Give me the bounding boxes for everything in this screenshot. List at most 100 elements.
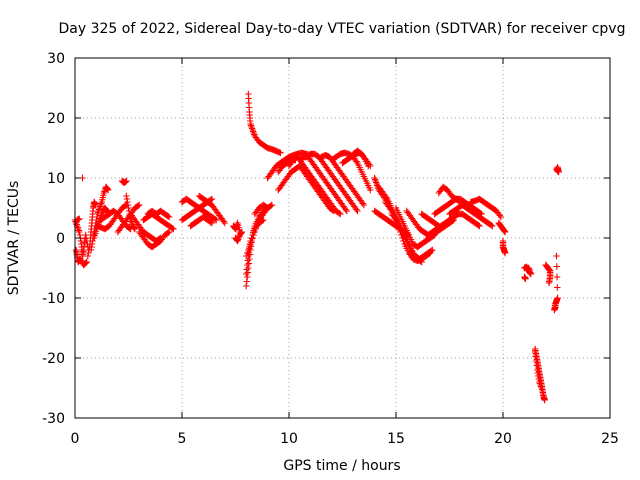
y-tick-label: 20 [47, 111, 65, 127]
data-point [553, 263, 560, 270]
data-point [342, 206, 349, 213]
data-point [360, 201, 368, 209]
data-point [263, 204, 270, 211]
data-point [238, 228, 246, 236]
data-point [268, 201, 276, 209]
y-tick-label: -30 [42, 411, 65, 427]
y-tick-labels: -30 -20 -10 0 10 20 30 [42, 51, 65, 427]
data-point [267, 202, 275, 209]
data-point [221, 219, 228, 227]
data-point [82, 259, 90, 266]
data-point [207, 219, 215, 226]
data-point [164, 229, 172, 236]
data-point [170, 225, 177, 233]
x-tick-label: 15 [387, 431, 405, 447]
data-point [211, 216, 219, 223]
data-point [383, 194, 390, 201]
x-tick-label: 5 [178, 431, 187, 447]
data-point [367, 162, 374, 170]
y-tick-label: 10 [47, 171, 65, 187]
data-point [488, 222, 495, 229]
x-axis-title: GPS time / hours [283, 458, 400, 474]
data-point [475, 222, 482, 229]
data-point [213, 216, 220, 224]
data-point [427, 249, 434, 257]
data-point [165, 228, 173, 236]
data-point [393, 219, 401, 227]
data-point [391, 215, 399, 222]
y-tick-label: 30 [47, 51, 65, 67]
data-point [554, 284, 561, 291]
data-point [497, 213, 505, 221]
data-point [337, 210, 344, 218]
data-point [501, 249, 509, 257]
data-point [264, 204, 271, 212]
data-point [354, 207, 361, 215]
chart-title: Day 325 of 2022, Sidereal Day-to-day VTE… [59, 21, 626, 37]
data-point [501, 228, 509, 236]
data-point [76, 215, 83, 222]
data-point [397, 228, 404, 236]
data-point [169, 225, 176, 232]
y-axis-title: SDTVAR / TECUs [6, 181, 22, 296]
data-point [538, 384, 545, 392]
data-point [343, 207, 350, 215]
data-point [247, 237, 254, 245]
x-tick-label: 20 [494, 431, 512, 447]
data-point [165, 213, 173, 221]
data-point [249, 231, 256, 239]
data-point [208, 195, 216, 203]
data-point [476, 222, 483, 230]
y-tick-label: 0 [56, 231, 65, 247]
data-point [367, 186, 374, 194]
data-point [92, 201, 99, 209]
y-tick-label: -20 [42, 351, 65, 367]
data-point [208, 219, 216, 227]
data-point [83, 258, 90, 266]
data-point [259, 217, 266, 224]
data-point [554, 164, 561, 171]
x-tick-labels: 0 5 10 15 20 25 [71, 431, 619, 447]
data-point [522, 275, 529, 282]
data-point [496, 212, 503, 219]
data-point [523, 266, 530, 273]
data-point [455, 198, 463, 205]
data-point [123, 177, 130, 185]
data-point [359, 200, 367, 207]
data-point [277, 149, 284, 156]
data-point [398, 231, 405, 239]
data-point [392, 216, 400, 224]
data-point [292, 156, 299, 164]
x-tick-label: 0 [71, 431, 80, 447]
y-tick-label: -10 [42, 291, 65, 307]
data-point [353, 206, 360, 213]
data-point [250, 228, 257, 236]
data-points [71, 90, 562, 404]
x-tick-label: 25 [601, 431, 619, 447]
data-point [260, 216, 267, 224]
data-point [553, 273, 561, 281]
data-point [489, 222, 496, 230]
data-point [399, 234, 406, 242]
x-tick-label: 10 [280, 431, 298, 447]
data-point [545, 279, 553, 287]
data-point [134, 202, 142, 209]
data-point [248, 234, 255, 242]
data-point [425, 250, 433, 257]
data-point [136, 201, 143, 209]
data-point [104, 186, 112, 194]
data-point [541, 396, 548, 404]
data-point [220, 218, 227, 225]
data-point [131, 225, 139, 233]
data-point [366, 161, 373, 168]
data-point [396, 225, 403, 233]
data-point [553, 252, 560, 260]
axis-ticks [74, 57, 611, 419]
data-point [400, 237, 407, 245]
data-point [336, 210, 343, 217]
data-point [164, 213, 172, 220]
data-point [394, 222, 402, 230]
data-point [552, 303, 559, 311]
